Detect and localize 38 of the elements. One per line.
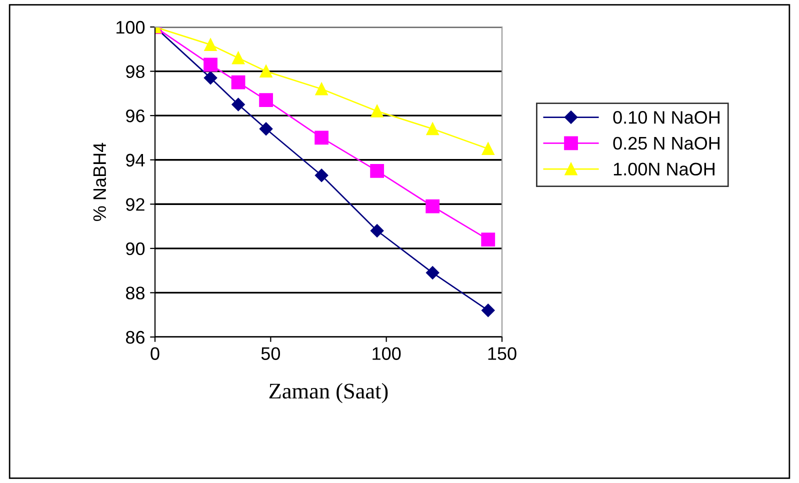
x-tick-label: 150 bbox=[488, 347, 516, 360]
y-tick-label: 100 bbox=[116, 20, 145, 34]
point bbox=[482, 142, 494, 156]
point bbox=[481, 232, 496, 247]
point bbox=[426, 199, 440, 214]
point bbox=[315, 82, 328, 96]
y-axis-title: % NaBH4 bbox=[93, 142, 106, 221]
point bbox=[204, 58, 218, 72]
point bbox=[204, 38, 217, 51]
x-tick-label: 50 bbox=[261, 347, 280, 360]
point bbox=[314, 168, 328, 182]
x-tick-label: 100 bbox=[372, 347, 401, 360]
point bbox=[482, 304, 495, 318]
point bbox=[204, 71, 218, 85]
legend-label: 0.25 N NaOH bbox=[613, 136, 720, 150]
y-tick-label: 90 bbox=[126, 242, 145, 256]
legend-label: 1.00N NaOH bbox=[614, 162, 714, 176]
point bbox=[232, 52, 245, 64]
y-tick-label: 92 bbox=[126, 198, 144, 211]
point bbox=[314, 130, 329, 145]
x-tick-label: 0 bbox=[150, 347, 160, 360]
legend-label: 0.10 N NaOH bbox=[613, 111, 720, 124]
x-axis-title: Zaman (Saat) bbox=[269, 383, 388, 404]
point bbox=[259, 122, 273, 136]
point bbox=[260, 65, 272, 78]
point bbox=[370, 164, 384, 178]
point bbox=[426, 122, 439, 136]
y-tick-label: 88 bbox=[126, 286, 144, 300]
y-tick-label: 94 bbox=[126, 154, 145, 167]
y-tick-label: 86 bbox=[126, 330, 144, 344]
point bbox=[232, 98, 245, 112]
point bbox=[426, 266, 440, 280]
point bbox=[370, 104, 384, 118]
y-tick-label: 96 bbox=[126, 110, 144, 122]
point bbox=[370, 224, 384, 238]
y-tick-label: 98 bbox=[126, 65, 144, 78]
point bbox=[231, 75, 246, 90]
point bbox=[259, 93, 273, 108]
